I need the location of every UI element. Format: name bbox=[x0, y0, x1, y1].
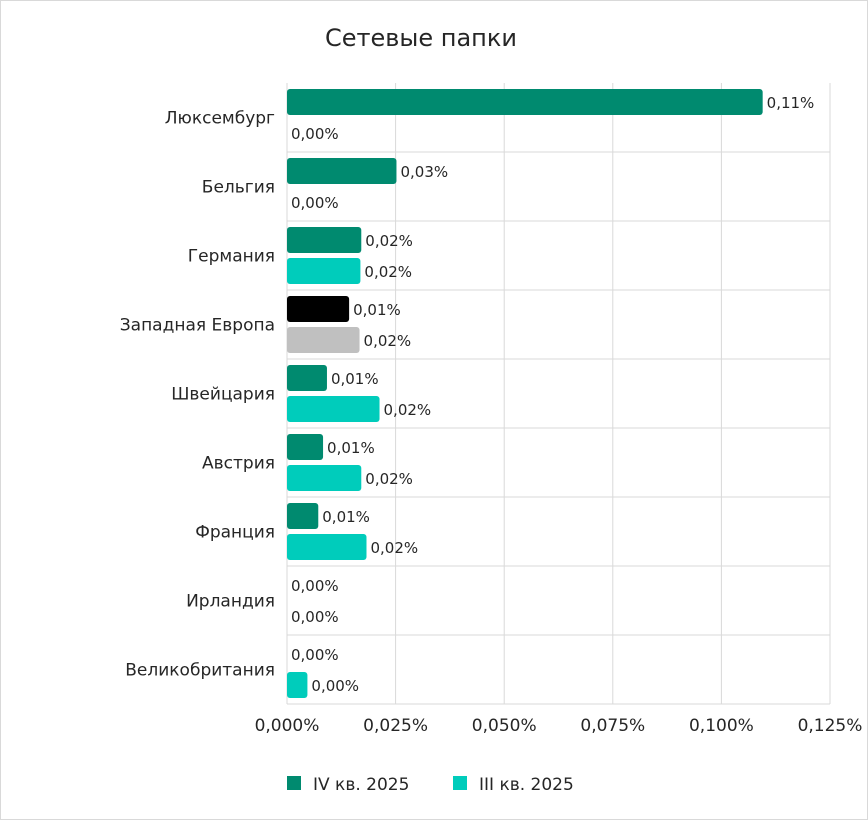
data-label: 0,00% bbox=[291, 125, 339, 143]
bar-q3 bbox=[287, 396, 380, 422]
legend-swatch-q3 bbox=[453, 776, 467, 790]
bar-q4 bbox=[287, 503, 319, 529]
category-label: Швейцария bbox=[171, 385, 275, 405]
category-label: Западная Европа bbox=[120, 316, 275, 336]
bar-q3 bbox=[287, 672, 308, 698]
data-label: 0,02% bbox=[364, 263, 412, 281]
data-label: 0,00% bbox=[291, 194, 339, 212]
category-label: Бельгия bbox=[202, 178, 275, 198]
data-label: 0,02% bbox=[365, 232, 413, 250]
bar-q4 bbox=[287, 158, 397, 184]
bar-q4 bbox=[287, 365, 327, 391]
legend: IV кв. 2025 III кв. 2025 bbox=[287, 775, 574, 795]
data-label: 0,01% bbox=[331, 370, 379, 388]
x-tick-label: 0,000% bbox=[255, 716, 320, 736]
category-labels: Люксембург Бельгия Германия Западная Европа… bbox=[120, 109, 275, 681]
category-label: Ирландия bbox=[186, 592, 275, 612]
category-label: Австрия bbox=[202, 454, 275, 474]
grid bbox=[286, 83, 831, 705]
legend-swatch-q4 bbox=[287, 776, 301, 790]
bar-q3 bbox=[287, 465, 362, 491]
x-axis-ticks: 0,000% 0,025% 0,050% 0,075% 0,100% 0,125% bbox=[255, 716, 863, 736]
bar-q3 bbox=[287, 534, 367, 560]
bars bbox=[287, 89, 763, 698]
legend-label: III кв. 2025 bbox=[479, 775, 574, 795]
data-label: 0,00% bbox=[311, 677, 359, 695]
bar-q4 bbox=[287, 227, 362, 253]
bar-q3 bbox=[287, 327, 360, 353]
data-label: 0,03% bbox=[400, 163, 448, 181]
x-tick-label: 0,050% bbox=[472, 716, 537, 736]
bar-q4 bbox=[287, 89, 763, 115]
category-label: Германия bbox=[188, 247, 275, 267]
category-label: Люксембург bbox=[165, 109, 275, 129]
x-tick-label: 0,125% bbox=[798, 716, 863, 736]
bar-q3 bbox=[287, 258, 361, 284]
chart-title: Сетевые папки bbox=[325, 24, 517, 52]
data-label: 0,01% bbox=[353, 301, 401, 319]
data-label: 0,01% bbox=[322, 508, 370, 526]
data-label: 0,01% bbox=[327, 439, 375, 457]
data-label: 0,02% bbox=[365, 470, 413, 488]
x-tick-label: 0,100% bbox=[689, 716, 754, 736]
category-label: Великобритания bbox=[125, 661, 275, 681]
data-label: 0,00% bbox=[291, 646, 339, 664]
x-tick-label: 0,075% bbox=[580, 716, 645, 736]
legend-label: IV кв. 2025 bbox=[313, 775, 409, 795]
bar-q4 bbox=[287, 296, 350, 322]
data-label: 0,00% bbox=[291, 577, 339, 595]
data-label: 0,02% bbox=[370, 539, 418, 557]
data-label: 0,11% bbox=[767, 94, 815, 112]
x-tick-label: 0,025% bbox=[363, 716, 428, 736]
category-label: Франция bbox=[195, 523, 275, 543]
data-label: 0,00% bbox=[291, 608, 339, 626]
data-labels: 0,11%0,00%0,03%0,00%0,02%0,02%0,01%0,02%… bbox=[291, 94, 814, 695]
data-label: 0,02% bbox=[384, 401, 432, 419]
data-label: 0,02% bbox=[364, 332, 412, 350]
bar-q4 bbox=[287, 434, 324, 460]
